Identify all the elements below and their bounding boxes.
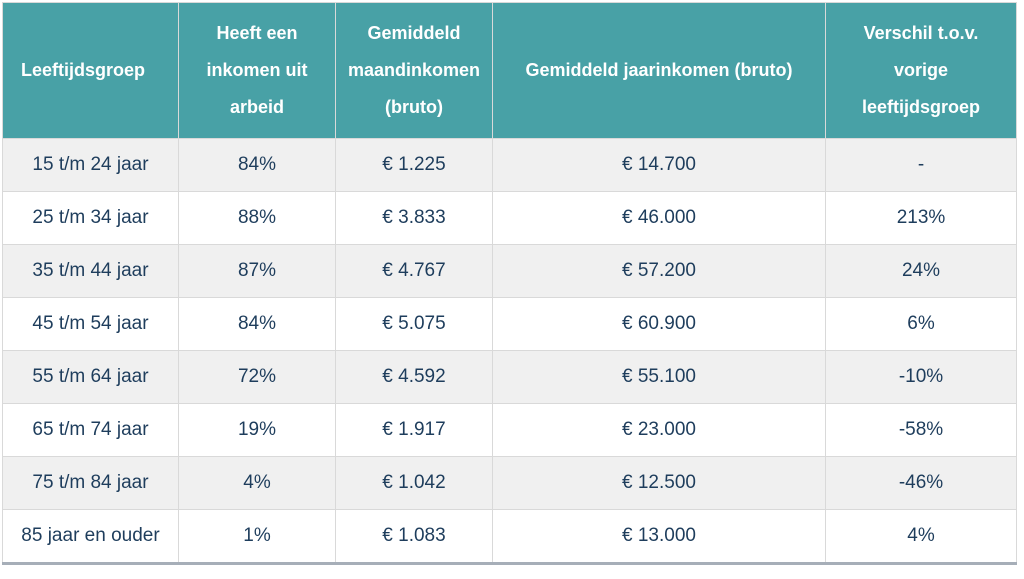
table-cell: -46% xyxy=(825,455,1017,510)
table-cell: -58% xyxy=(825,402,1017,457)
table-cell: 24% xyxy=(825,243,1017,298)
table-body: 15 t/m 24 jaar 84% € 1.225 € 14.700-25 t/m … xyxy=(2,137,1017,564)
table-cell: € 23.000 xyxy=(492,402,826,457)
table-cell: 65 t/m 74 jaar xyxy=(2,402,179,457)
table-cell: € 57.200 xyxy=(492,243,826,298)
table-cell: 55 t/m 64 jaar xyxy=(2,349,179,404)
table-cell: € 13.000 xyxy=(492,508,826,564)
table-cell: € 1.225 xyxy=(335,137,493,192)
table-row: 65 t/m 74 jaar 19% € 1.917 € 23.000 -58% xyxy=(2,402,1017,457)
table-cell: 4% xyxy=(825,508,1017,564)
table-cell: € 4.592 xyxy=(335,349,493,404)
table-cell: € 60.900 xyxy=(492,296,826,351)
column-header-maandinkomen: Gemiddeld maandinkomen (bruto) xyxy=(335,2,493,139)
table-cell: 45 t/m 54 jaar xyxy=(2,296,179,351)
table-cell: € 3.833 xyxy=(335,190,493,245)
column-header-jaarinkomen: Gemiddeld jaarinkomen (bruto) xyxy=(492,2,826,139)
table-cell: 25 t/m 34 jaar xyxy=(2,190,179,245)
table-cell: € 12.500 xyxy=(492,455,826,510)
table-cell: € 4.767 xyxy=(335,243,493,298)
table-cell: € 55.100 xyxy=(492,349,826,404)
table-cell: -10% xyxy=(825,349,1017,404)
table-cell: 15 t/m 24 jaar xyxy=(2,137,179,192)
table-row: 15 t/m 24 jaar 84% € 1.225 € 14.700- xyxy=(2,137,1017,192)
table-header-row: Leeftijdsgroep Heeft een inkomen uit arb… xyxy=(2,2,1017,139)
table-row: 35 t/m 44 jaar 87% € 4.767 € 57.200 24% xyxy=(2,243,1017,298)
table-cell: € 1.917 xyxy=(335,402,493,457)
table-cell: 35 t/m 44 jaar xyxy=(2,243,179,298)
column-header-verschil: Verschil t.o.v. vorige leeftijdsgroep xyxy=(825,2,1017,139)
table-header: Leeftijdsgroep Heeft een inkomen uit arb… xyxy=(2,2,1017,139)
table-cell: 1% xyxy=(178,508,336,564)
table-cell: 6% xyxy=(825,296,1017,351)
table-cell: 85 jaar en ouder xyxy=(2,508,179,564)
table-row: 85 jaar en ouder 1% € 1.083 € 13.000 4% xyxy=(2,508,1017,564)
table-cell: 72% xyxy=(178,349,336,404)
income-table-container: Leeftijdsgroep Heeft een inkomen uit arb… xyxy=(2,2,1017,565)
table-cell: - xyxy=(825,137,1017,192)
table-cell: € 46.000 xyxy=(492,190,826,245)
table-cell: € 1.042 xyxy=(335,455,493,510)
table-cell: 4% xyxy=(178,455,336,510)
table-cell: 84% xyxy=(178,137,336,192)
table-cell: € 1.083 xyxy=(335,508,493,564)
table-cell: 75 t/m 84 jaar xyxy=(2,455,179,510)
table-cell: 19% xyxy=(178,402,336,457)
table-cell: € 14.700 xyxy=(492,137,826,192)
table-cell: € 5.075 xyxy=(335,296,493,351)
income-by-age-table: Leeftijdsgroep Heeft een inkomen uit arb… xyxy=(2,2,1017,565)
column-header-leeftijdsgroep: Leeftijdsgroep xyxy=(2,2,179,139)
table-row: 55 t/m 64 jaar 72% € 4.592 € 55.100 -10% xyxy=(2,349,1017,404)
table-cell: 213% xyxy=(825,190,1017,245)
column-header-inkomen-uit-arbeid: Heeft een inkomen uit arbeid xyxy=(178,2,336,139)
table-cell: 84% xyxy=(178,296,336,351)
table-cell: 87% xyxy=(178,243,336,298)
table-row: 75 t/m 84 jaar 4% € 1.042 € 12.500 -46% xyxy=(2,455,1017,510)
table-row: 45 t/m 54 jaar 84% € 5.075 € 60.900 6% xyxy=(2,296,1017,351)
table-row: 25 t/m 34 jaar 88% € 3.833 € 46.000 213% xyxy=(2,190,1017,245)
table-cell: 88% xyxy=(178,190,336,245)
